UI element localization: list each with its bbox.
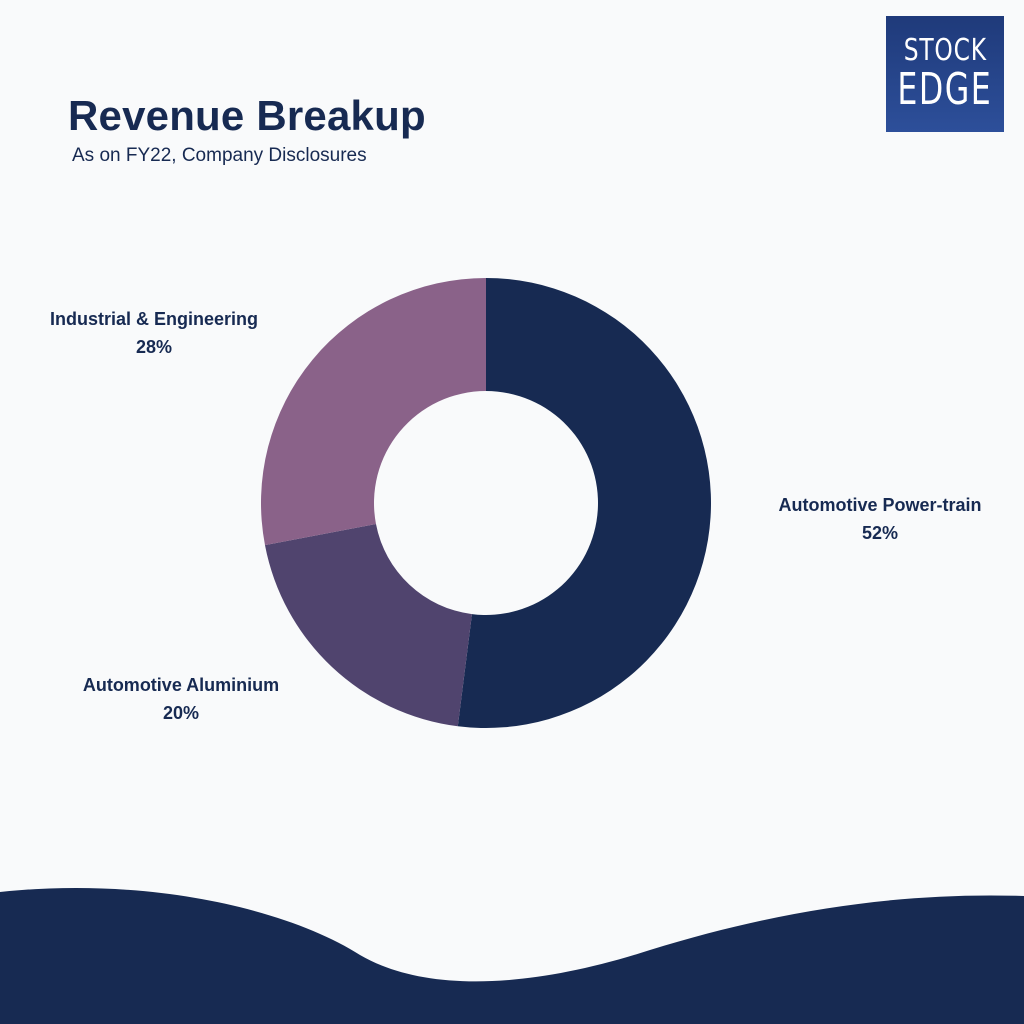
slice-name: Automotive Aluminium xyxy=(82,675,280,695)
footer-wave-shape xyxy=(0,887,1024,1024)
slice-name: Automotive Power-train xyxy=(778,495,982,515)
logo-text-edge: EDGE xyxy=(897,64,993,115)
slice-percent: 52% xyxy=(861,523,899,543)
donut-slice-automotive-power-train xyxy=(457,278,711,728)
slice-label-automotive-aluminium: Automotive Aluminium 20% xyxy=(56,671,306,727)
slice-percent: 20% xyxy=(162,703,200,723)
donut-chart xyxy=(261,278,711,728)
stockedge-logo: STOCK EDGE xyxy=(886,16,1004,132)
slice-label-industrial-engineering: Industrial & Engineering 28% xyxy=(24,305,284,361)
donut-slice-industrial-engineering xyxy=(261,278,486,546)
page-title: Revenue Breakup xyxy=(68,92,426,139)
logo-text-stock: STOCK xyxy=(903,33,987,68)
slice-percent: 28% xyxy=(135,337,173,357)
donut-slice-automotive-aluminium xyxy=(264,523,472,727)
footer-wave xyxy=(0,887,1024,1024)
page-subtitle: As on FY22, Company Disclosures xyxy=(72,145,367,166)
slice-name: Industrial & Engineering xyxy=(49,309,259,329)
slice-label-automotive-power-train: Automotive Power-train 52% xyxy=(752,491,1008,547)
